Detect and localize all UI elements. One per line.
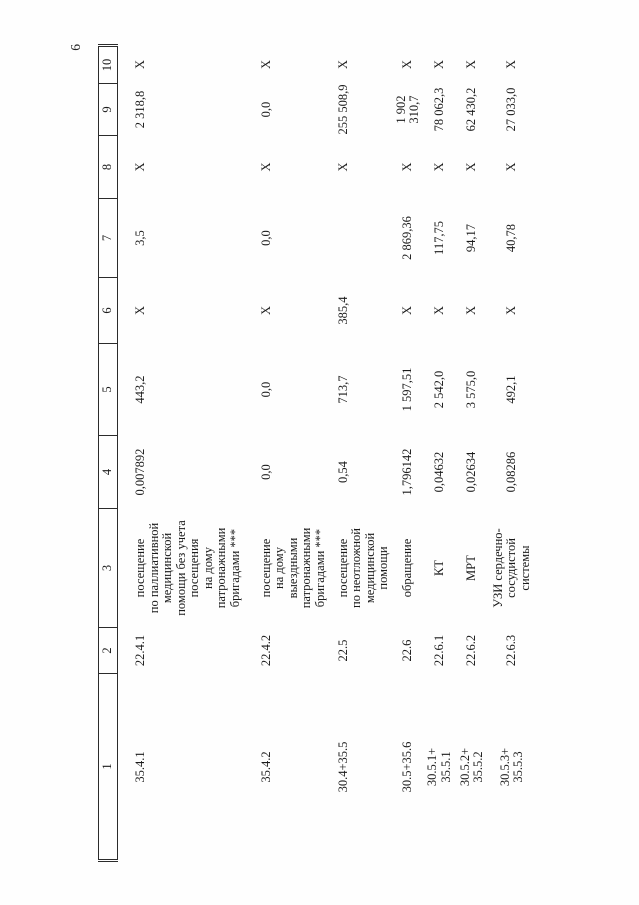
header-row: 1 2 3 4 5 6 7 8 9 10 <box>98 45 118 861</box>
table-cell: 30.5+35.6 <box>400 741 415 793</box>
header-cell-9: 9 <box>98 83 118 136</box>
table-cell: 1 597,51 <box>400 367 415 412</box>
table-cell: X <box>258 162 273 172</box>
table-cell: X <box>400 305 415 316</box>
table-cell: 0,007892 <box>133 448 147 496</box>
table-cell: X <box>335 59 350 70</box>
table-cell: 492,1 <box>504 375 519 404</box>
table-cell: 255 508,9 <box>335 84 350 135</box>
header-cell-2: 2 <box>98 627 118 674</box>
table-cell: 30.4+35.5 <box>335 741 350 793</box>
table-cell: 1,796142 <box>400 448 415 496</box>
table-cell: 713,7 <box>335 375 350 404</box>
table-cell: 0,0 <box>258 381 273 398</box>
table-cell: 0,0 <box>258 101 273 118</box>
table-cell: X <box>431 305 446 316</box>
table-cell: X <box>133 305 147 316</box>
table-cell: 1 902 310,7 <box>393 95 422 124</box>
table-cell: 443,2 <box>133 375 147 404</box>
table-row: 30.5.3+ 35.5.3 22.6.3 УЗИ сердечно- сосу… <box>490 46 535 861</box>
table-cell: 22.6.1 <box>431 634 446 667</box>
table-row: 30.5.2+ 35.5.2 22.6.2 МРТ 0,02634 3 575,… <box>455 46 490 861</box>
table-cell: 35.4.1 <box>133 751 147 783</box>
statistics-table: 1 2 3 4 5 6 7 8 9 10 35.4.1 22.4.1 посещ… <box>98 44 535 862</box>
table-cell: 22.5 <box>335 639 350 662</box>
table-cell: X <box>133 59 147 70</box>
table-cell: 30.5.3+ 35.5.3 <box>497 747 526 787</box>
table-cell: 40,78 <box>504 223 519 253</box>
table-row: 35.4.1 22.4.1 посещение по паллиативной … <box>118 46 250 861</box>
table-row: 30.4+35.5 22.5 посещение по неотложной м… <box>335 46 392 861</box>
table-cell: посещение на дому выездными патронажными… <box>258 527 327 609</box>
table-cell: X <box>133 162 147 172</box>
table-cell: 385,4 <box>335 296 350 325</box>
table-cell: 22.6 <box>400 639 415 662</box>
table-cell: 0,04632 <box>431 451 446 493</box>
table-cell: X <box>258 305 273 316</box>
table-cell: 2 869,36 <box>400 216 415 260</box>
table-cell: 35.4.2 <box>258 751 273 783</box>
table-cell: 30.5.1+ 35.5.1 <box>425 747 453 787</box>
header-cell-7: 7 <box>98 198 118 278</box>
table-cell: УЗИ сердечно- сосудистой системы <box>490 528 532 608</box>
table-cell: X <box>504 305 519 316</box>
header-cell-5: 5 <box>98 343 118 436</box>
table-cell: 117,75 <box>431 221 446 255</box>
table-cell: посещение по неотложной медицинской помо… <box>335 528 391 608</box>
table-cell: посещение по паллиативной медицинской по… <box>133 520 242 616</box>
table-cell: КТ <box>431 560 446 576</box>
rotated-sheet: 6 1 2 3 4 5 6 7 8 9 10 35.4.1 <box>68 42 540 864</box>
table-cell: X <box>504 162 519 172</box>
header-cell-10: 10 <box>98 45 118 84</box>
table-cell: X <box>400 162 415 172</box>
table-cell: X <box>258 59 273 70</box>
header-cell-1: 1 <box>98 673 118 861</box>
table-cell: МРТ <box>464 555 479 581</box>
table-cell: 78 062,3 <box>431 87 446 132</box>
table-cell: X <box>431 59 446 70</box>
table-row: 30.5.1+ 35.5.1 22.6.1 КТ 0,04632 2 542,0… <box>425 46 455 861</box>
table-cell: X <box>464 59 479 70</box>
table-cell: X <box>464 305 479 316</box>
table-cell: 3 575,0 <box>464 370 479 409</box>
table-cell: 0,0 <box>258 230 273 246</box>
table-cell: 94,17 <box>464 223 479 253</box>
table-row: 30.5+35.6 22.6 обращение 1,796142 1 597,… <box>392 46 425 861</box>
table-cell: 0,08286 <box>504 451 519 493</box>
table-row: 35.4.2 22.4.2 посещение на дому выездным… <box>250 46 335 861</box>
table-cell: 22.6.2 <box>464 634 479 667</box>
table-cell: 0,0 <box>258 464 273 480</box>
page-number: 6 <box>68 44 83 51</box>
table-cell: X <box>464 162 479 172</box>
table-cell: X <box>400 59 415 70</box>
table-cell: 2 542,0 <box>431 370 446 409</box>
table-cell: X <box>335 162 350 172</box>
table-cell: 27 033,0 <box>504 87 519 132</box>
table-cell: 2 318,8 <box>133 90 147 129</box>
table-cell: 30.5.2+ 35.5.2 <box>457 747 486 787</box>
header-cell-4: 4 <box>98 435 118 509</box>
table-cell: обращение <box>400 538 415 598</box>
table-cell: 0,54 <box>335 461 350 483</box>
table-cell: 3,5 <box>133 230 147 246</box>
table-cell: 0,02634 <box>464 451 479 493</box>
table-cell: 22.4.2 <box>258 634 273 667</box>
table-cell: X <box>504 59 519 70</box>
table-cell: 62 430,2 <box>464 87 479 132</box>
table-cell <box>335 199 392 278</box>
table-cell: 22.4.1 <box>133 634 147 667</box>
table-cell: X <box>431 162 446 172</box>
table-cell: 22.6.3 <box>504 634 519 667</box>
header-cell-8: 8 <box>98 135 118 199</box>
header-cell-6: 6 <box>98 277 118 344</box>
header-cell-3: 3 <box>98 508 118 628</box>
